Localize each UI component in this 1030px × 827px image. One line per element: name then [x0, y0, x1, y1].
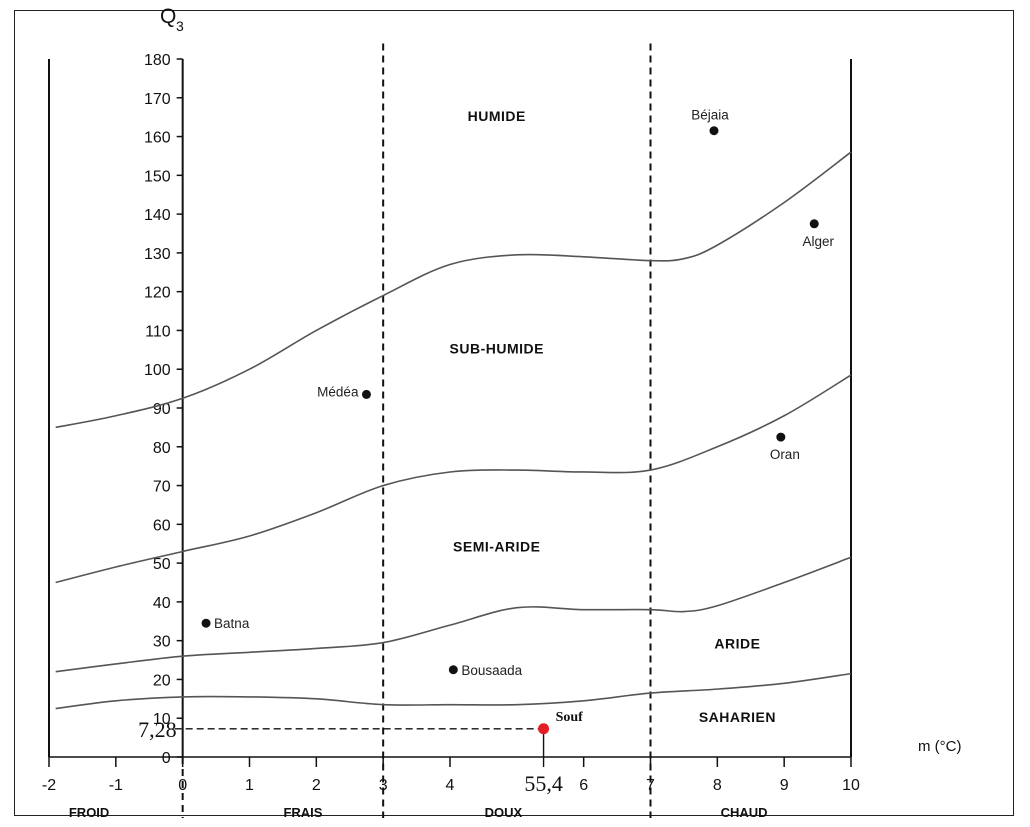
station-point — [201, 618, 211, 628]
x-tick-label: 2 — [312, 777, 321, 794]
y-axis-label: Q — [160, 5, 176, 28]
x-tick-label: 6 — [579, 777, 588, 794]
y-tick-label: 100 — [144, 362, 171, 379]
souf-x-value: 55,4 — [524, 771, 563, 796]
x-tick-label: 3 — [379, 777, 388, 794]
boundary-curve — [55, 151, 852, 429]
winter-class-label: FRAIS — [283, 805, 322, 820]
y-tick-label: 110 — [145, 323, 171, 340]
chart-frame — [14, 10, 1014, 816]
x-tick-label: 7 — [646, 777, 655, 794]
y-tick-label: 180 — [144, 52, 171, 69]
station-point — [448, 665, 458, 675]
x-tick-label: 10 — [842, 777, 860, 794]
winter-class-label: CHAUD — [721, 805, 768, 820]
y-tick-label: 150 — [144, 168, 171, 185]
x-tick-label: 8 — [713, 777, 722, 794]
y-tick-label: 40 — [153, 595, 171, 612]
winter-class-label: FROID — [69, 805, 109, 820]
station-label: Alger — [802, 234, 834, 249]
station-label: Batna — [214, 616, 250, 631]
station-point — [809, 219, 819, 229]
y-tick-label: 130 — [144, 246, 171, 263]
souf-point — [538, 723, 550, 735]
zone-label: SAHARIEN — [699, 709, 776, 725]
station-label: Béjaia — [691, 108, 729, 123]
y-tick-label: 0 — [162, 750, 171, 767]
y-axis-label-subscript: 3 — [176, 18, 184, 34]
boundary-curve — [55, 672, 852, 710]
souf-label: Souf — [556, 710, 584, 725]
station-label: Bousaada — [461, 663, 522, 678]
x-tick-label: 4 — [446, 777, 455, 794]
y-tick-label: 70 — [153, 479, 171, 496]
station-point — [709, 126, 719, 136]
y-tick-label: 170 — [144, 91, 171, 108]
station-point — [776, 432, 786, 442]
y-tick-label: 60 — [153, 517, 171, 534]
station-label: Médéa — [317, 384, 359, 399]
zone-label: ARIDE — [714, 635, 760, 651]
souf-y-value: 7,28 — [138, 717, 177, 742]
winter-class-label: DOUX — [485, 805, 523, 820]
zone-label: SUB-HUMIDE — [450, 341, 544, 357]
y-tick-label: 10 — [153, 711, 171, 728]
x-tick-label: -1 — [109, 777, 123, 794]
station-label: Oran — [770, 447, 800, 462]
station-point — [361, 389, 371, 399]
y-tick-label: 160 — [144, 130, 171, 147]
boundary-curve — [55, 556, 852, 673]
y-tick-label: 80 — [153, 440, 171, 457]
zone-label: SEMI-ARIDE — [453, 538, 540, 554]
y-tick-label: 120 — [144, 285, 171, 302]
y-tick-label: 140 — [144, 207, 171, 224]
x-tick-label: 1 — [245, 777, 254, 794]
y-tick-label: 50 — [153, 556, 171, 573]
zone-label: HUMIDE — [468, 108, 526, 124]
y-tick-label: 20 — [153, 672, 171, 689]
x-tick-label: 0 — [178, 777, 187, 794]
y-tick-label: 30 — [153, 634, 171, 651]
x-axis-label: m (°C) — [918, 738, 961, 755]
x-tick-label: 9 — [780, 777, 789, 794]
boundary-curve — [55, 374, 852, 584]
x-tick-label: -2 — [42, 777, 56, 794]
